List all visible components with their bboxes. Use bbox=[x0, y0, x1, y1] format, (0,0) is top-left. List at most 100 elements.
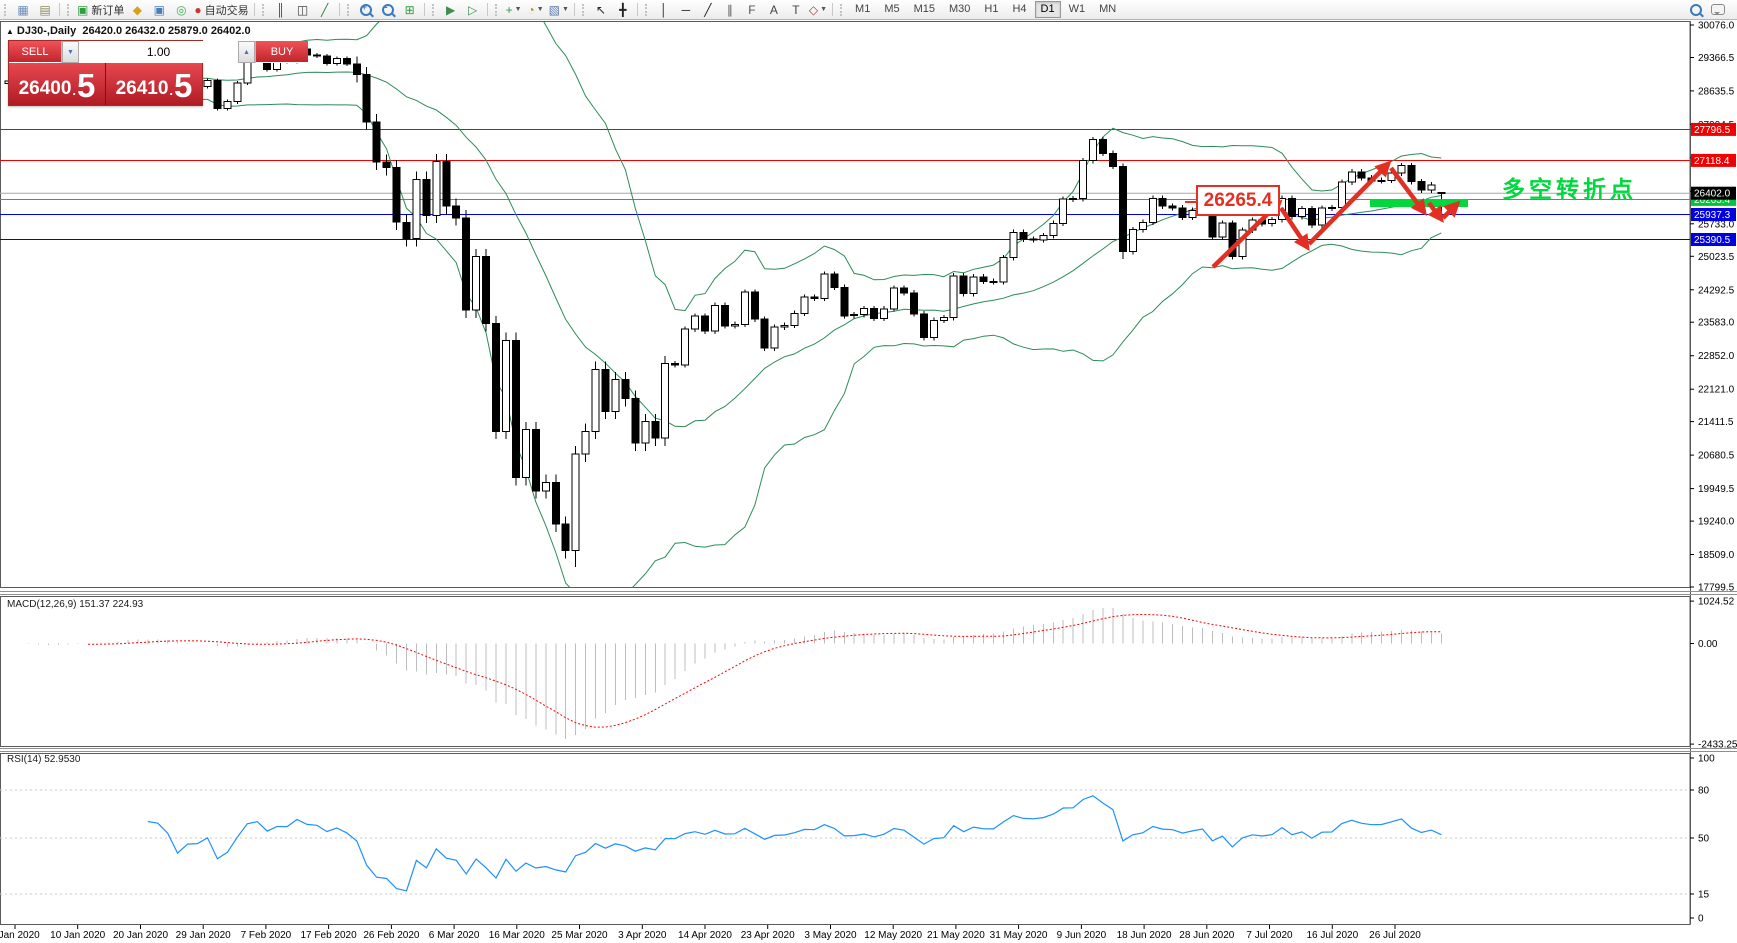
svg-text:3 Apr 2020: 3 Apr 2020 bbox=[618, 930, 667, 941]
arrows-button[interactable]: ◇ ▼ bbox=[807, 1, 829, 18]
buy-price-button[interactable]: 26410. 5 bbox=[106, 63, 202, 105]
trendline-icon: ╱ bbox=[704, 2, 712, 17]
text-label-button[interactable]: T bbox=[785, 1, 807, 18]
svg-text:20 Jan 2020: 20 Jan 2020 bbox=[113, 930, 168, 941]
new-order-button[interactable]: ▣ 新订单 bbox=[75, 1, 126, 18]
horizontal-line-objects[interactable] bbox=[0, 128, 1690, 240]
arrows-icon: ◇ bbox=[808, 2, 819, 17]
sell-price-button[interactable]: 26400. 5 bbox=[9, 63, 106, 105]
bull-candles bbox=[4, 48, 1436, 552]
metaeditor-icon[interactable]: ◆ bbox=[126, 1, 148, 18]
timeframe-h1-button[interactable]: H1 bbox=[984, 3, 999, 15]
equidistant-channel-button[interactable]: ∥ bbox=[719, 1, 741, 18]
timeframe-mn-button[interactable]: MN bbox=[1099, 3, 1117, 15]
svg-text:29366.5: 29366.5 bbox=[1698, 53, 1735, 64]
volume-decrement-button[interactable]: ▼ bbox=[62, 41, 79, 63]
chart-ohlc-values: 26420.0 26432.0 25879.0 26402.0 bbox=[82, 25, 251, 37]
turning-point-note[interactable]: 多空转折点 bbox=[1502, 177, 1637, 202]
svg-text:25 Mar 2020: 25 Mar 2020 bbox=[551, 930, 608, 941]
timeframe-m15-button[interactable]: M15 bbox=[913, 3, 936, 15]
crosshair-button[interactable]: ╋ bbox=[612, 1, 634, 18]
autotrading-icon: ● bbox=[194, 2, 202, 17]
buy-button[interactable]: BUY bbox=[256, 41, 308, 63]
strategy-tester-icon[interactable]: ▣ bbox=[148, 1, 170, 18]
timeframe-w1-button[interactable]: W1 bbox=[1068, 3, 1086, 15]
chart-window-icon[interactable]: ▦ bbox=[12, 1, 34, 18]
timeframe-m5-button[interactable]: M5 bbox=[884, 3, 900, 15]
svg-text:29 Jan 2020: 29 Jan 2020 bbox=[176, 930, 231, 941]
fibonacci-button[interactable]: F bbox=[741, 1, 763, 18]
candlestick-chart-button[interactable]: ◫ bbox=[292, 1, 314, 18]
one-click-expander-icon[interactable]: ▲ bbox=[6, 27, 14, 36]
data-window-icon[interactable]: ▤ bbox=[34, 1, 56, 18]
zoom-out-button[interactable] bbox=[377, 1, 399, 18]
volume-input[interactable] bbox=[79, 41, 238, 63]
auto-scroll-button[interactable]: ▶ bbox=[440, 1, 462, 18]
hline-price-tag: 25937.3 bbox=[1691, 208, 1736, 221]
sell-button[interactable]: SELL bbox=[9, 41, 61, 63]
search-button[interactable] bbox=[1685, 1, 1707, 18]
trendline-button[interactable]: ╱ bbox=[697, 1, 719, 18]
macd-axis: 1024.52 0.00 -2433.25 bbox=[1690, 597, 1737, 751]
chat-button[interactable] bbox=[1707, 1, 1729, 18]
market-watch-icon[interactable]: ◎ bbox=[170, 1, 192, 18]
svg-text:3 May 2020: 3 May 2020 bbox=[804, 930, 857, 941]
svg-text:19949.5: 19949.5 bbox=[1698, 484, 1735, 495]
chart-shift-icon: ▷ bbox=[467, 2, 478, 17]
sell-price-pips: 5 bbox=[77, 67, 96, 104]
svg-text:28635.5: 28635.5 bbox=[1698, 86, 1735, 97]
market-watch-icon: ◎ bbox=[176, 2, 187, 17]
timeframe-d1-button[interactable]: D1 bbox=[1034, 1, 1061, 18]
text-label-icon: T bbox=[792, 2, 800, 17]
svg-text:21411.5: 21411.5 bbox=[1698, 417, 1734, 428]
text-button[interactable]: A bbox=[763, 1, 785, 18]
price-callout-box[interactable]: 26265.4 bbox=[1185, 185, 1280, 216]
zoom-in-button bbox=[359, 2, 372, 16]
svg-text:18509.0: 18509.0 bbox=[1698, 550, 1735, 561]
vertical-line-icon: │ bbox=[660, 2, 668, 17]
svg-text:25937.3: 25937.3 bbox=[1694, 210, 1731, 221]
horizontal-line-button[interactable]: ─ bbox=[675, 1, 697, 18]
panel-splitters[interactable] bbox=[0, 591, 1737, 752]
svg-text:25390.5: 25390.5 bbox=[1694, 235, 1731, 246]
svg-text:27118.4: 27118.4 bbox=[1694, 156, 1730, 167]
zoom-in-button[interactable] bbox=[355, 1, 377, 18]
indicators-icon: + bbox=[505, 2, 513, 17]
chart-shift-button[interactable]: ▷ bbox=[462, 1, 484, 18]
periods-button[interactable]: ◔ ▼ bbox=[525, 1, 547, 18]
timeframe-h4-button[interactable]: H4 bbox=[1012, 3, 1027, 15]
new-order-button-label: 新订单 bbox=[91, 4, 125, 17]
line-chart-button[interactable]: ╱ bbox=[314, 1, 336, 18]
indicators-button[interactable]: + ▼ bbox=[503, 1, 525, 18]
svg-text:17799.5: 17799.5 bbox=[1698, 583, 1735, 594]
cursor-button[interactable]: ↖ bbox=[590, 1, 612, 18]
svg-text:9 Jun 2020: 9 Jun 2020 bbox=[1057, 930, 1107, 941]
chevron-down-icon: ▼ bbox=[561, 6, 569, 13]
svg-text:50: 50 bbox=[1698, 834, 1710, 845]
svg-text:18 Jun 2020: 18 Jun 2020 bbox=[1117, 930, 1172, 941]
svg-text:25023.5: 25023.5 bbox=[1698, 252, 1735, 263]
bar-chart-button[interactable]: ║ bbox=[270, 1, 292, 18]
time-axis[interactable]: 1 Jan 2020 10 Jan 2020 20 Jan 2020 29 Jan 2… bbox=[0, 925, 1421, 941]
fibonacci-icon: F bbox=[748, 2, 756, 17]
templates-button[interactable]: ▧ ▼ bbox=[547, 1, 571, 18]
svg-text:23583.0: 23583.0 bbox=[1698, 318, 1735, 329]
svg-text:0.00: 0.00 bbox=[1698, 639, 1718, 650]
candlestick-chart-icon: ◫ bbox=[296, 2, 309, 17]
autotrading-button[interactable]: ● 自动交易 bbox=[192, 1, 250, 18]
metaeditor-icon: ◆ bbox=[132, 2, 142, 17]
tile-windows-button[interactable]: ⊞ bbox=[399, 1, 421, 18]
bear-candles bbox=[24, 48, 1446, 552]
svg-text:28 Jun 2020: 28 Jun 2020 bbox=[1179, 930, 1234, 941]
price-axis[interactable]: 30076.029366.528635.527904.527173.526443… bbox=[1690, 21, 1735, 594]
timeframe-m1-button[interactable]: M1 bbox=[855, 3, 871, 15]
rsi-indicator-label: RSI(14) 52.9530 bbox=[7, 754, 81, 765]
svg-text:1024.52: 1024.52 bbox=[1698, 597, 1735, 608]
volume-increment-button[interactable]: ▲ bbox=[238, 41, 255, 63]
rsi-value: 52.9530 bbox=[44, 754, 81, 765]
vertical-line-button[interactable]: │ bbox=[653, 1, 675, 18]
svg-text:21 May 2020: 21 May 2020 bbox=[927, 930, 985, 941]
rsi-axis: 100 80 50 15 0 bbox=[1690, 754, 1715, 925]
timeframe-m30-button[interactable]: M30 bbox=[949, 3, 971, 15]
